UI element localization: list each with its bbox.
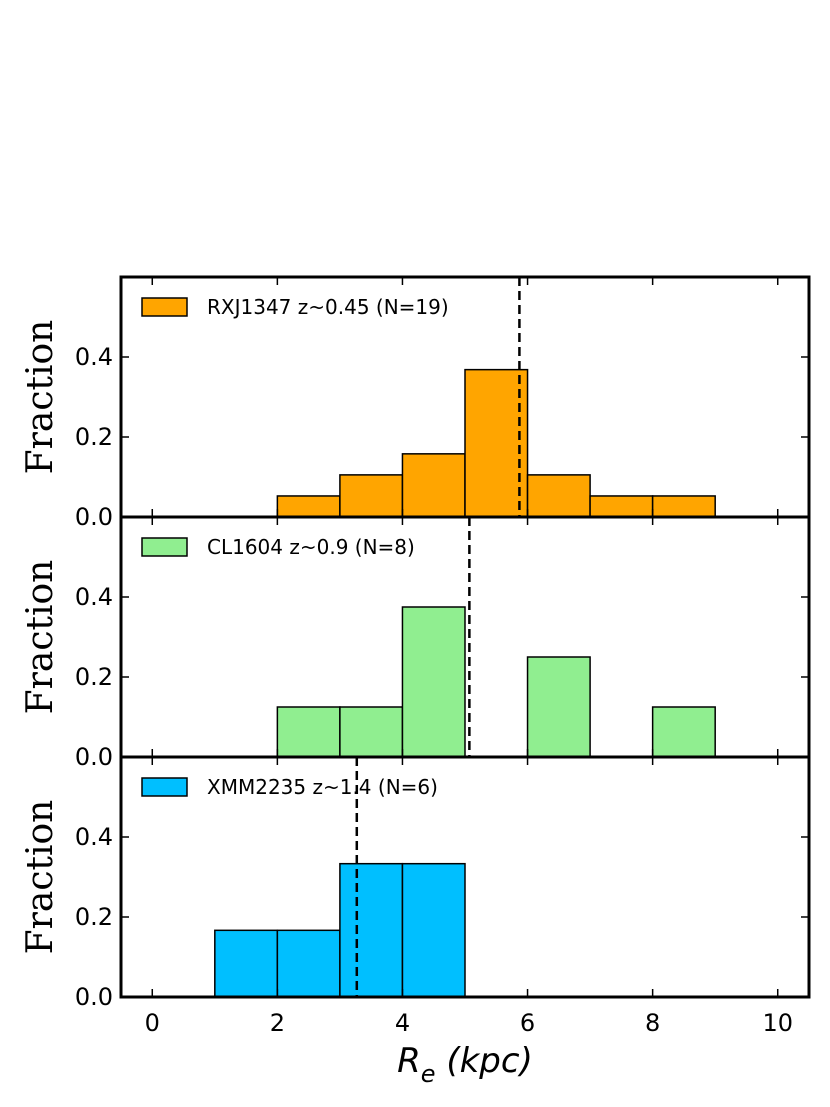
x-tick-label: 2 — [270, 1009, 285, 1037]
legend-label: XMM2235 z~1.4 (N=6) — [207, 775, 438, 799]
histogram-bar — [401, 862, 466, 998]
histogram-bar — [401, 453, 466, 518]
legend-label: RXJ1347 z~0.45 (N=19) — [207, 295, 449, 319]
x-tick-label: 8 — [645, 1009, 660, 1037]
legend: RXJ1347 z~0.45 (N=19) — [141, 295, 449, 319]
y-axis-label: Fraction — [20, 320, 61, 475]
histogram-bar — [651, 495, 716, 518]
histogram-bar — [526, 656, 591, 758]
legend: XMM2235 z~1.4 (N=6) — [141, 775, 438, 799]
histogram-bar — [339, 862, 404, 998]
histogram-bar — [276, 706, 341, 758]
y-tick-label: 0.4 — [75, 583, 113, 611]
panel-2: 0.0 0.2 0.4 Fraction CL1604 z~0.9 (N=8) — [20, 515, 811, 771]
histogram-bar — [401, 606, 466, 758]
histogram-bar — [589, 495, 654, 518]
panel-3: 0.0 0.2 0.4 0 2 4 6 8 10 Fraction XMM2235 z~1.4 (N… — [20, 755, 811, 1037]
legend-swatch — [141, 537, 188, 557]
y-axis-label: Fraction — [20, 560, 61, 715]
y-tick-label: 0.4 — [75, 343, 113, 371]
y-tick-label: 0.2 — [75, 663, 113, 691]
y-tick-label: 0.0 — [75, 503, 113, 531]
x-tick-label: 0 — [145, 1009, 160, 1037]
histogram-bar — [464, 368, 529, 518]
histogram-bar — [276, 495, 341, 518]
histogram-bar — [276, 929, 341, 998]
y-axis-label: Fraction — [20, 800, 61, 955]
x-axis-label: Re (kpc) — [397, 1041, 533, 1088]
legend-swatch — [141, 297, 188, 317]
legend-label: CL1604 z~0.9 (N=8) — [207, 535, 415, 559]
panel-1: 0.0 0.2 0.4 Fraction RXJ1347 z~0.45 (N=19) — [20, 275, 811, 531]
histogram-bar — [651, 706, 716, 758]
y-tick-label: 0.0 — [75, 983, 113, 1011]
y-tick-label: 0.2 — [75, 903, 113, 931]
histogram-bar — [339, 706, 404, 758]
x-tick-label: 10 — [762, 1009, 793, 1037]
x-tick-label: 6 — [520, 1009, 535, 1037]
histogram-bar — [339, 474, 404, 518]
histogram-bar — [214, 929, 279, 998]
axes-frame — [119, 755, 811, 999]
y-tick-label: 0.0 — [75, 743, 113, 771]
y-tick-label: 0.2 — [75, 423, 113, 451]
y-tick-label: 0.4 — [75, 823, 113, 851]
x-tick-label: 4 — [395, 1009, 410, 1037]
legend-swatch — [141, 777, 188, 797]
legend: CL1604 z~0.9 (N=8) — [141, 535, 415, 559]
histogram-bar — [526, 474, 591, 518]
